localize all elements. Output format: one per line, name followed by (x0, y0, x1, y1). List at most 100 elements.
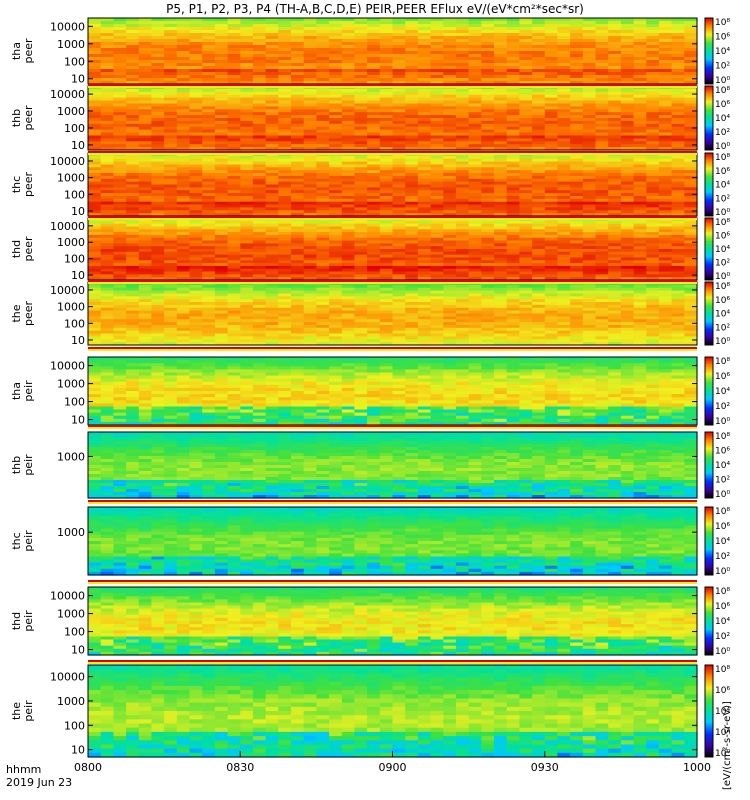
spectrogram-cell (100, 144, 114, 148)
spectrogram-cell (455, 91, 470, 96)
spectrogram-cell (620, 204, 635, 208)
spectrogram-cell (126, 33, 140, 37)
spectrogram-cell (113, 229, 127, 233)
spectrogram-cell (240, 118, 254, 122)
spectrogram-cell (595, 299, 609, 303)
spectrogram-cell (113, 274, 127, 278)
spectrogram-cell (240, 210, 254, 214)
spectrogram-cell (126, 201, 140, 206)
spectrogram-cell (151, 198, 165, 203)
spectrogram-cell (646, 207, 660, 211)
spectrogram-cell (494, 155, 508, 160)
spectrogram-cell (138, 123, 153, 128)
spectrogram-cell (608, 138, 622, 142)
spectrogram-cell (455, 135, 470, 139)
spectrogram-cell (595, 66, 609, 70)
spectrogram-cell (278, 123, 292, 128)
spectrogram-cell (126, 118, 140, 122)
spectrogram-cell (227, 319, 241, 323)
spectrogram-cell (582, 196, 597, 200)
spectrogram-cell (379, 284, 394, 289)
spectrogram-cell (557, 164, 571, 168)
spectrogram-cell (570, 271, 584, 275)
spectrogram-cell (138, 178, 153, 183)
spectrogram-cell (151, 313, 165, 317)
spectrogram-cell (379, 57, 394, 61)
spectrogram-cell (595, 72, 609, 76)
spectrogram-cell (164, 204, 178, 208)
spectrogram-cell (417, 147, 432, 151)
spectrogram-cell (405, 263, 419, 267)
spectrogram-cell (303, 316, 317, 320)
spectrogram-cell (455, 100, 470, 104)
spectrogram-cell (214, 263, 229, 267)
spectrogram-cell (392, 120, 406, 125)
spectrogram-cell (126, 310, 140, 315)
spectrogram-cell (329, 78, 343, 82)
spectrogram-cell (151, 138, 165, 142)
spectrogram-cell (126, 251, 140, 256)
spectrogram-cell (278, 81, 292, 85)
spectrogram-cell (633, 193, 647, 197)
spectrogram-cell (189, 106, 203, 110)
spectrogram-cell (417, 229, 432, 233)
spectrogram-cell (608, 106, 622, 110)
spectrogram-cell (506, 223, 520, 227)
spectrogram-cell (481, 274, 495, 278)
spectrogram-cell (544, 33, 559, 37)
spectrogram-cell (341, 51, 356, 55)
spectrogram-cell (252, 120, 267, 125)
colorbar (704, 152, 714, 217)
spectrogram-cell (341, 190, 356, 194)
spectrogram-cell (544, 81, 559, 85)
spectrogram-cell (278, 277, 292, 281)
spectrogram-cell (608, 141, 622, 145)
spectrogram-cell (506, 249, 520, 253)
spectrogram-cell (265, 60, 279, 64)
spectrogram-cell (392, 135, 406, 139)
spectrogram-cell (202, 161, 216, 166)
spectrogram-cell (570, 307, 584, 312)
spectrogram-cell (88, 293, 102, 297)
spectrogram-cell (189, 123, 203, 128)
spectrogram-cell (405, 51, 419, 55)
spectrogram-cell (202, 190, 216, 194)
spectrogram-cell (557, 158, 571, 163)
spectrogram-cell (506, 103, 520, 107)
spectrogram-cell (608, 118, 622, 122)
spectrogram-cell (646, 115, 660, 119)
spectrogram-cell (620, 249, 635, 253)
spectrogram-cell (316, 164, 330, 168)
spectrogram-cell (658, 271, 673, 275)
spectrogram-cell (189, 251, 203, 256)
spectrogram-cell (126, 103, 140, 107)
spectrogram-cell (658, 210, 673, 214)
spectrogram-cell (443, 170, 457, 174)
spectrogram-cell (176, 201, 191, 206)
spectrogram-cell (481, 187, 495, 191)
spectrogram-cell (126, 307, 140, 312)
spectrogram-cell (88, 106, 102, 110)
spectrogram-cell (532, 237, 546, 242)
spectrogram-cell (278, 268, 292, 273)
spectrogram-cell (316, 184, 330, 188)
spectrogram-cell (544, 18, 559, 22)
spectrogram-cell (392, 69, 406, 73)
spectrogram-cell (240, 232, 254, 236)
spectrogram-cell (443, 223, 457, 227)
spectrogram-cell (252, 210, 267, 214)
spectrogram-cell (100, 123, 114, 128)
spectrogram-cell (494, 24, 508, 28)
spectrogram-cell (189, 237, 203, 242)
spectrogram-cell (519, 27, 533, 31)
spectrogram-cell (303, 287, 317, 292)
spectrogram-cell (671, 147, 685, 151)
spectrogram-cell (214, 60, 229, 64)
spectrogram-cell (126, 284, 140, 289)
spectrogram-cell (379, 207, 394, 211)
spectrogram-cell (126, 190, 140, 194)
spectrogram-cell (227, 123, 241, 128)
spectrogram-cell (240, 201, 254, 206)
spectrogram-cell (227, 132, 241, 136)
spectrogram-cell (570, 263, 584, 267)
